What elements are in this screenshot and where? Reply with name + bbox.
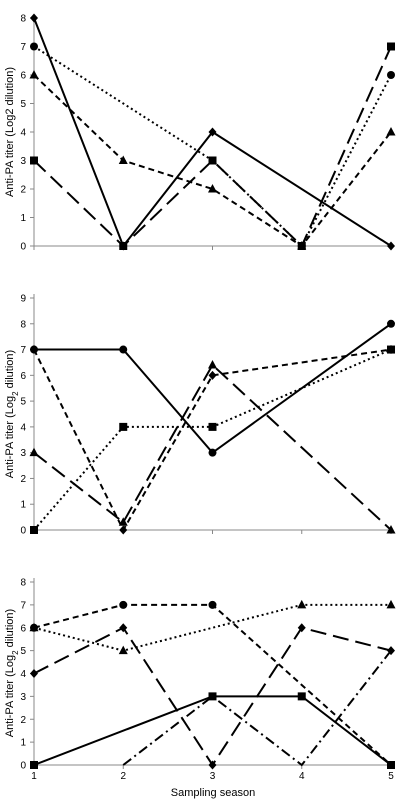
y-tick-label: 1 [20, 738, 26, 749]
data-point-circle [387, 319, 395, 328]
data-point-triangle [118, 155, 128, 164]
series-line-2 [33, 603, 391, 652]
y-axis-label: Anti-PA titer (Log2 dilution) [4, 350, 20, 478]
data-point-square [297, 692, 306, 701]
data-point-square [208, 692, 217, 701]
data-point-square [387, 42, 395, 51]
series-line-1 [33, 603, 392, 766]
series-line-5 [122, 650, 392, 767]
data-point-square [30, 761, 38, 769]
y-tick-label: 2 [20, 474, 26, 485]
x-axis-label: Sampling season [171, 787, 255, 799]
panel-middle: 0 1 2 3 4 5 6 7 8 9 Anti-PA titer (Log2 dilution) [4, 294, 396, 537]
data-point-diamond [387, 241, 395, 251]
y-tick-label: 0 [20, 761, 26, 772]
data-point-circle [119, 600, 128, 609]
data-point-square [119, 242, 128, 250]
series-line-3 [33, 348, 392, 531]
data-point-triangle [118, 517, 128, 526]
data-point-triangle [208, 360, 217, 369]
data-point-diamond [208, 127, 217, 137]
data-point-triangle [297, 599, 307, 609]
y-tick-label: 4 [20, 422, 26, 433]
y-tick-label: 9 [20, 294, 26, 305]
data-point-square [297, 242, 306, 250]
data-point-triangle [386, 599, 396, 609]
y-tick-label: 0 [20, 526, 26, 537]
data-point-square [387, 345, 395, 354]
data-point-circle [387, 71, 395, 79]
data-point-triangle [29, 70, 39, 79]
y-tick-label: 7 [20, 600, 26, 611]
y-tick-label: 5 [20, 646, 26, 657]
x-tick-label: 3 [210, 771, 216, 782]
data-point-diamond [208, 760, 217, 770]
y-tick-label: 8 [20, 578, 26, 589]
data-point-circle [208, 600, 217, 609]
y-tick-label: 3 [20, 448, 26, 459]
y-axis-label: Anti-PA titer (Log2 dilution) [4, 609, 20, 737]
y-tick-label: 4 [20, 669, 26, 680]
data-point-circle [30, 42, 38, 51]
series-line-4 [33, 363, 392, 531]
y-tick-label: 3 [20, 692, 26, 703]
data-point-square [119, 422, 128, 431]
data-point-diamond [208, 370, 217, 380]
panel-top: 0 1 2 3 4 5 6 7 8 Anti-PA titer (Log2 dilution) [4, 13, 396, 253]
data-point-square [208, 156, 217, 165]
series-line-2 [33, 45, 392, 248]
y-tick-label: 3 [20, 156, 26, 167]
y-tick-label: 5 [20, 99, 26, 110]
series-line-4 [33, 46, 392, 248]
series-line-3 [33, 74, 392, 248]
data-point-diamond [30, 669, 38, 678]
y-tick-label: 6 [20, 371, 26, 382]
series-line-2 [33, 348, 392, 533]
data-point-diamond [119, 623, 128, 633]
y-tick-label: 6 [20, 623, 26, 634]
data-point-square [208, 422, 217, 431]
data-point-triangle [29, 447, 39, 457]
series-line-4 [33, 695, 392, 766]
y-tick-label: 1 [20, 213, 26, 224]
series-line-1 [33, 17, 392, 248]
data-point-square [30, 156, 38, 165]
x-tick-label: 1 [31, 771, 37, 782]
x-tick-label: 4 [299, 771, 305, 782]
y-tick-label: 5 [20, 397, 26, 408]
data-point-circle [208, 448, 217, 457]
data-point-triangle [386, 127, 396, 136]
y-tick-label: 1 [20, 500, 26, 511]
data-point-triangle [386, 525, 396, 534]
data-point-triangle [208, 184, 217, 193]
y-tick-label: 8 [20, 319, 26, 330]
data-point-diamond [297, 623, 306, 633]
data-point-diamond [30, 13, 38, 23]
y-tick-label: 2 [20, 185, 26, 196]
x-tick-label: 5 [388, 771, 394, 782]
data-point-circle [119, 345, 128, 354]
data-point-square [387, 761, 395, 769]
y-tick-label: 4 [20, 128, 26, 139]
y-tick-label: 8 [20, 14, 26, 25]
y-axis-label: Anti-PA titer (Log2 dilution) [4, 67, 16, 197]
y-tick-label: 2 [20, 715, 26, 726]
y-tick-label: 6 [20, 71, 26, 82]
x-tick-label: 2 [120, 771, 126, 782]
data-point-diamond [119, 525, 128, 535]
data-point-triangle [118, 645, 128, 655]
data-point-diamond [30, 345, 38, 355]
data-point-square [30, 526, 38, 534]
data-point-triangle [29, 622, 39, 632]
y-tick-label: 7 [20, 42, 26, 53]
y-tick-label: 0 [20, 242, 26, 253]
y-tick-label: 7 [20, 345, 26, 356]
series-line-1 [34, 322, 392, 455]
